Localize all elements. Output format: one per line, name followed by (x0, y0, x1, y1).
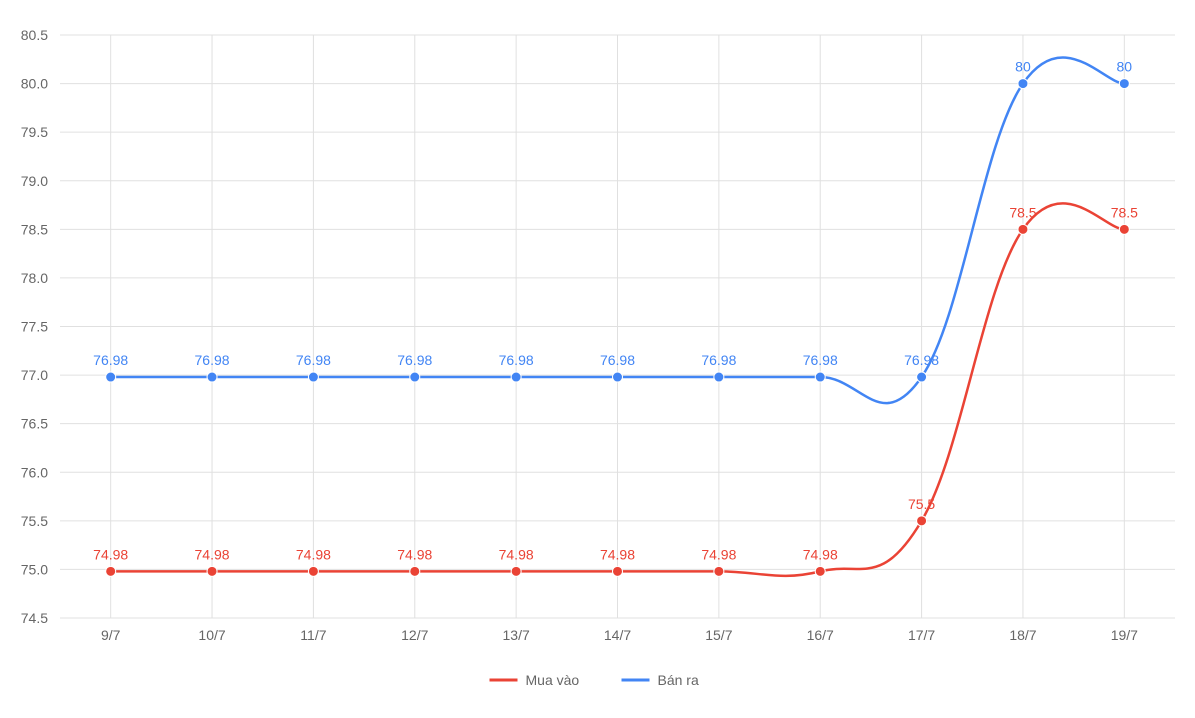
y-axis-tick-label: 79.0 (21, 173, 48, 189)
data-point-marker (511, 372, 521, 382)
data-point-marker (815, 372, 825, 382)
data-point-marker (1018, 79, 1028, 89)
y-axis-tick-label: 76.0 (21, 464, 48, 480)
y-axis-tick-label: 78.5 (21, 221, 48, 237)
data-point-label: 76.98 (600, 352, 635, 368)
data-point-label: 74.98 (499, 546, 534, 562)
data-point-label: 80 (1015, 59, 1031, 75)
data-point-label: 76.98 (701, 352, 736, 368)
legend-label: Bán ra (658, 672, 699, 688)
data-point-label: 76.98 (904, 352, 939, 368)
data-point-label: 76.98 (397, 352, 432, 368)
legend-label: Mua vào (526, 672, 580, 688)
data-point-marker (917, 372, 927, 382)
y-axis-tick-label: 75.5 (21, 513, 48, 529)
x-axis-tick-label: 19/7 (1111, 627, 1138, 643)
y-axis-tick-label: 74.5 (21, 610, 48, 626)
x-axis-tick-label: 14/7 (604, 627, 631, 643)
data-point-marker (207, 372, 217, 382)
data-point-label: 74.98 (195, 546, 230, 562)
data-point-marker (815, 566, 825, 576)
data-point-label: 76.98 (499, 352, 534, 368)
data-point-marker (308, 372, 318, 382)
x-axis-tick-label: 18/7 (1009, 627, 1036, 643)
line-chart: 74.5 75.0 75.5 76.0 76.5 77.0 77.5 78.0 78.5 79.0… (0, 0, 1195, 718)
data-point-marker (106, 372, 116, 382)
y-axis-tick-label: 76.5 (21, 416, 48, 432)
data-point-label: 74.98 (803, 546, 838, 562)
x-axis-tick-label: 10/7 (198, 627, 225, 643)
data-point-marker (1018, 224, 1028, 234)
data-point-label: 75.5 (908, 496, 935, 512)
y-axis-tick-label: 80.0 (21, 76, 48, 92)
data-point-label: 74.98 (296, 546, 331, 562)
data-point-label: 80 (1117, 59, 1133, 75)
x-axis-tick-label: 17/7 (908, 627, 935, 643)
chart-svg: 74.5 75.0 75.5 76.0 76.5 77.0 77.5 78.0 78.5 79.0… (0, 0, 1195, 718)
data-point-label: 76.98 (803, 352, 838, 368)
x-axis-tick-label: 11/7 (300, 627, 326, 643)
data-point-marker (410, 566, 420, 576)
data-point-label: 74.98 (600, 546, 635, 562)
data-point-marker (917, 516, 927, 526)
data-point-marker (1119, 224, 1129, 234)
data-point-marker (714, 372, 724, 382)
x-axis-tick-label: 12/7 (401, 627, 428, 643)
y-axis-tick-label: 77.5 (21, 319, 48, 335)
y-axis-tick-label: 77.0 (21, 367, 48, 383)
data-point-label: 74.98 (93, 546, 128, 562)
data-point-label: 76.98 (195, 352, 230, 368)
data-point-marker (106, 566, 116, 576)
data-point-label: 74.98 (397, 546, 432, 562)
x-axis-tick-label: 13/7 (503, 627, 530, 643)
data-point-marker (207, 566, 217, 576)
y-axis-tick-label: 80.5 (21, 27, 48, 43)
data-point-label: 78.5 (1111, 204, 1138, 220)
data-point-marker (511, 566, 521, 576)
x-axis-tick-label: 15/7 (705, 627, 732, 643)
x-axis-tick-label: 9/7 (101, 627, 121, 643)
y-axis-tick-label: 75.0 (21, 561, 48, 577)
data-point-label: 76.98 (296, 352, 331, 368)
y-axis-tick-label: 79.5 (21, 124, 48, 140)
y-axis-tick-label: 78.0 (21, 270, 48, 286)
data-point-label: 78.5 (1009, 204, 1036, 220)
data-point-marker (714, 566, 724, 576)
data-point-marker (613, 566, 623, 576)
data-point-marker (308, 566, 318, 576)
x-axis-tick-label: 16/7 (807, 627, 834, 643)
data-point-marker (613, 372, 623, 382)
data-point-marker (1119, 79, 1129, 89)
data-point-marker (410, 372, 420, 382)
data-point-label: 74.98 (701, 546, 736, 562)
data-point-label: 76.98 (93, 352, 128, 368)
